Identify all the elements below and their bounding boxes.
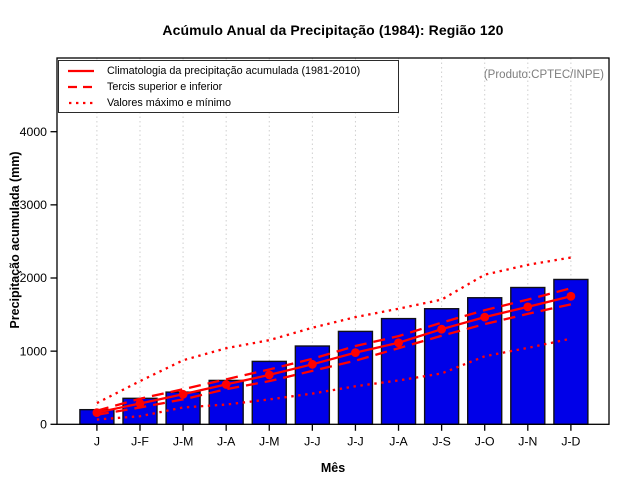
dotted-red-line-icon <box>68 100 94 106</box>
x-tick-label: J-A <box>389 434 408 448</box>
series-marker-climatologia <box>566 291 576 301</box>
plot-border <box>56 57 610 425</box>
series-line-tercil-inferior <box>96 303 572 416</box>
x-tick-label: J-A <box>217 434 236 448</box>
x-tick-label: J-J <box>347 434 363 448</box>
legend-item-climatologia: Climatologia da precipitação acumulada (… <box>68 63 398 78</box>
x-tick-label: J-M <box>259 434 280 448</box>
solid-red-line-icon <box>68 68 94 74</box>
series-marker-climatologia <box>394 338 403 348</box>
y-tick-label: 3000 <box>20 198 48 212</box>
y-axis-title: Precipitação acumulada (mm) <box>8 151 22 329</box>
bar <box>553 278 589 426</box>
series-marker-climatologia <box>178 389 188 399</box>
y-tick-label: 2000 <box>20 271 48 285</box>
legend-label: Climatologia da precipitação acumulada (… <box>107 64 361 77</box>
y-tick-label: 0 <box>40 418 47 432</box>
series-marker-climatologia <box>92 408 102 417</box>
x-tick-label: J-D <box>561 434 580 448</box>
series-line-valores-minimo <box>96 337 572 421</box>
legend-box: Climatologia da precipitação acumulada (… <box>58 60 399 113</box>
product-credit-label: (Produto:CPTEC/INPE) <box>483 69 604 81</box>
x-tick-label: J-M <box>173 434 194 448</box>
series-marker-climatologia <box>264 370 274 380</box>
series-line-tercil-superior <box>96 287 572 412</box>
dashed-red-line-icon <box>68 84 94 90</box>
series-line-climatologia <box>96 295 572 414</box>
chart-title: Acúmulo Anual da Precipitação (1984): Re… <box>162 22 504 38</box>
bar <box>380 317 417 425</box>
x-axis-title: Mês <box>320 461 346 475</box>
legend-item-max-min: Valores máximo e mínimo <box>68 95 398 110</box>
x-tick-label: J-J <box>304 434 320 448</box>
x-tick-label: J-N <box>518 434 537 448</box>
bar <box>294 345 331 426</box>
y-tick-label: 1000 <box>20 344 48 358</box>
legend-item-tercis: Tercis superior e inferior <box>68 79 398 94</box>
series-marker-climatologia <box>307 359 317 369</box>
y-tick-label: 4000 <box>20 125 48 139</box>
x-tick-label: J-O <box>475 434 495 448</box>
series-marker-climatologia <box>135 399 145 408</box>
series-marker-climatologia <box>437 324 447 334</box>
legend-label: Valores máximo e mínimo <box>107 96 232 109</box>
series-marker-climatologia <box>221 380 231 389</box>
x-tick-label: J-S <box>432 434 450 448</box>
legend-label: Tercis superior e inferior <box>107 80 223 93</box>
series-marker-climatologia <box>523 302 533 312</box>
x-tick-label: J-F <box>131 434 149 448</box>
x-tick-label: J <box>94 434 100 448</box>
series-marker-climatologia <box>351 348 360 358</box>
series-marker-climatologia <box>480 312 490 322</box>
